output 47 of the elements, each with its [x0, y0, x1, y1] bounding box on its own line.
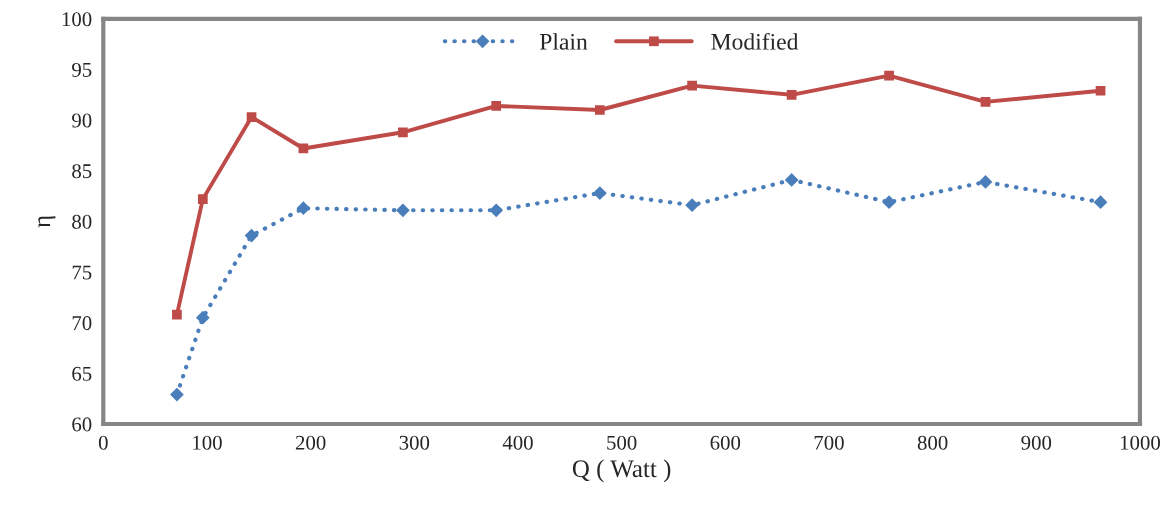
- point: [685, 198, 699, 213]
- y-axis-title: η: [38, 216, 56, 228]
- legend-label: Plain: [539, 33, 588, 50]
- x-tick-label: 1000: [1120, 435, 1160, 450]
- point: [246, 112, 257, 122]
- y-tick-label: 85: [72, 164, 92, 179]
- point: [884, 70, 894, 81]
- y-tick-label: 60: [72, 417, 92, 432]
- x-tick-label: 600: [710, 435, 741, 450]
- y-tick-label: 95: [72, 62, 92, 77]
- point: [491, 101, 502, 111]
- x-tick-label: 700: [814, 435, 844, 450]
- point: [170, 387, 184, 402]
- point: [197, 194, 208, 204]
- point: [244, 228, 259, 243]
- y-tick-label: 100: [62, 12, 92, 27]
- y-tick-label: 80: [72, 214, 92, 229]
- point: [784, 173, 799, 187]
- y-tick-label: 65: [72, 366, 92, 381]
- point: [882, 195, 896, 210]
- y-tick-label: 90: [72, 113, 92, 128]
- x-tick-label: 100: [193, 435, 222, 450]
- x-tick-label: 300: [399, 435, 430, 450]
- point: [592, 186, 607, 200]
- x-tick-label: 900: [1021, 435, 1052, 450]
- point: [980, 97, 991, 107]
- point: [172, 309, 182, 320]
- x-tick-label: 500: [607, 435, 637, 450]
- x-tick-label: 0: [98, 435, 108, 450]
- point: [1095, 85, 1106, 96]
- point: [489, 203, 504, 218]
- point: [1093, 195, 1108, 210]
- point: [396, 203, 410, 218]
- x-tick-label: 200: [295, 435, 326, 450]
- point: [296, 201, 311, 216]
- legend-label: Modified: [711, 32, 799, 50]
- y-tick-label: 75: [72, 265, 92, 280]
- point: [978, 175, 993, 189]
- point: [595, 105, 605, 115]
- point: [195, 310, 210, 325]
- point: [687, 80, 697, 91]
- x-axis-title: Q ( Watt ): [572, 459, 671, 483]
- point: [786, 89, 797, 100]
- x-tick-label: 400: [502, 435, 533, 450]
- x-tick-label: 800: [917, 435, 948, 450]
- point: [398, 127, 408, 138]
- y-tick-label: 70: [72, 316, 92, 331]
